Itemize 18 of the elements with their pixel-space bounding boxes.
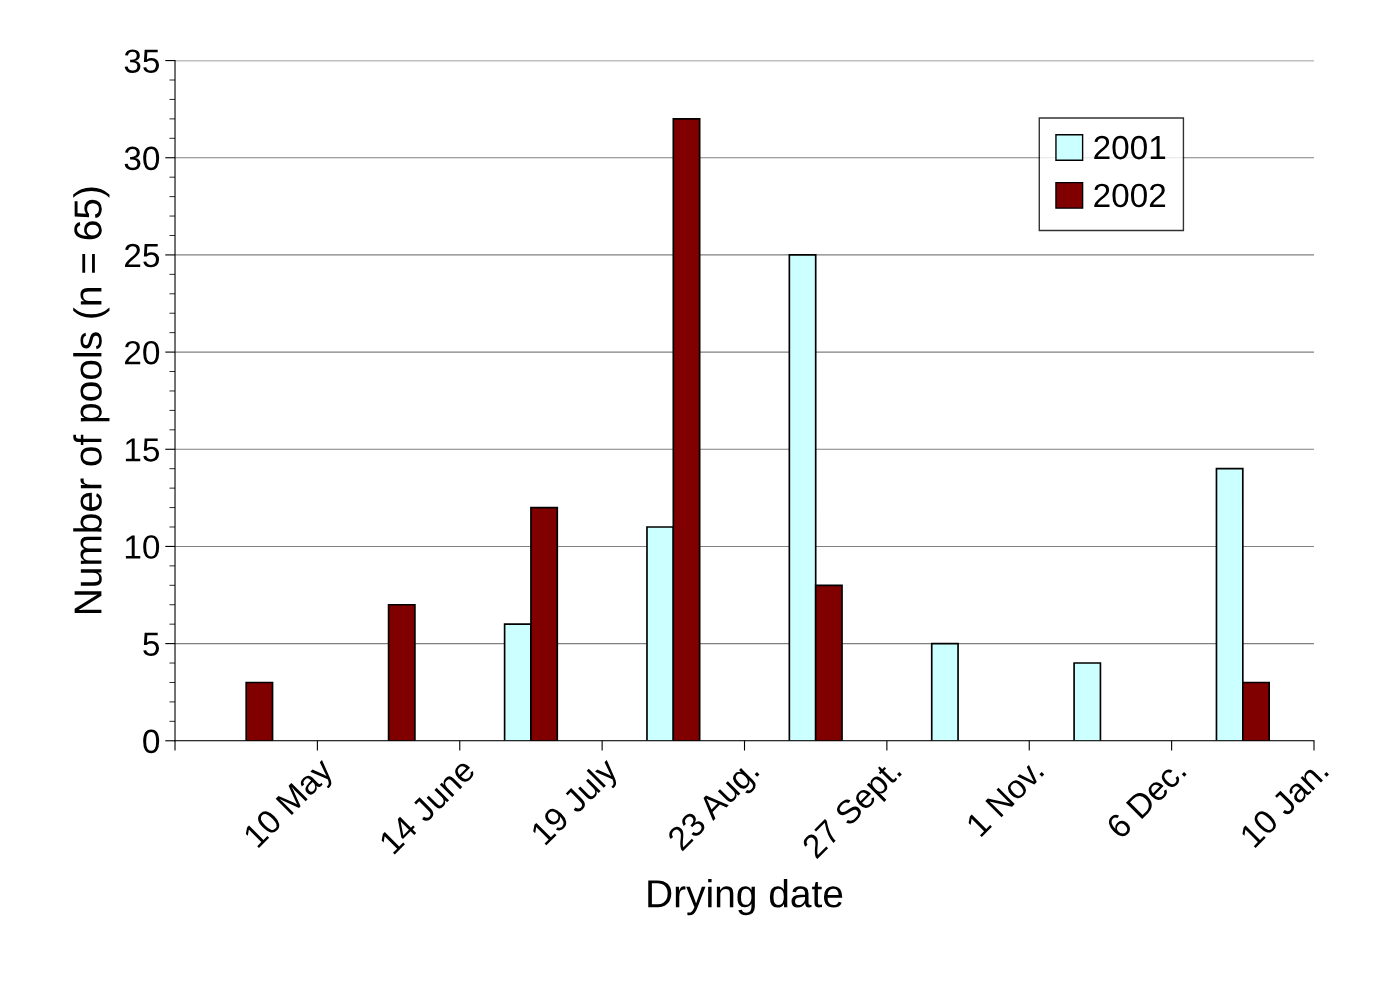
- y-axis-title: Number of pools (n = 65): [73, 187, 110, 614]
- legend-label: 2002: [1094, 183, 1166, 208]
- x-tick-label: 19 July: [529, 755, 625, 851]
- y-tick-label: 0: [143, 729, 160, 754]
- y-tick-label: 10: [125, 535, 160, 559]
- y-tick-label: 15: [125, 438, 160, 462]
- x-tick-label: 10 May: [242, 756, 340, 853]
- x-tick-label: 23 Aug.: [666, 758, 765, 857]
- x-tick-label: 10 Jan.: [1239, 758, 1330, 849]
- y-tick-label: 20: [125, 340, 160, 365]
- legend-label: 2001: [1094, 135, 1166, 160]
- x-tick-label: 1 Nov.: [965, 758, 1045, 838]
- y-tick-label: 35: [124, 49, 160, 73]
- y-tick-label: 30: [124, 146, 160, 171]
- y-tick-label: 25: [125, 243, 160, 268]
- y-tick-label: 5: [143, 632, 160, 657]
- x-tick-label: 6 Dec.: [1105, 758, 1187, 840]
- x-axis-title: Drying date: [648, 879, 843, 916]
